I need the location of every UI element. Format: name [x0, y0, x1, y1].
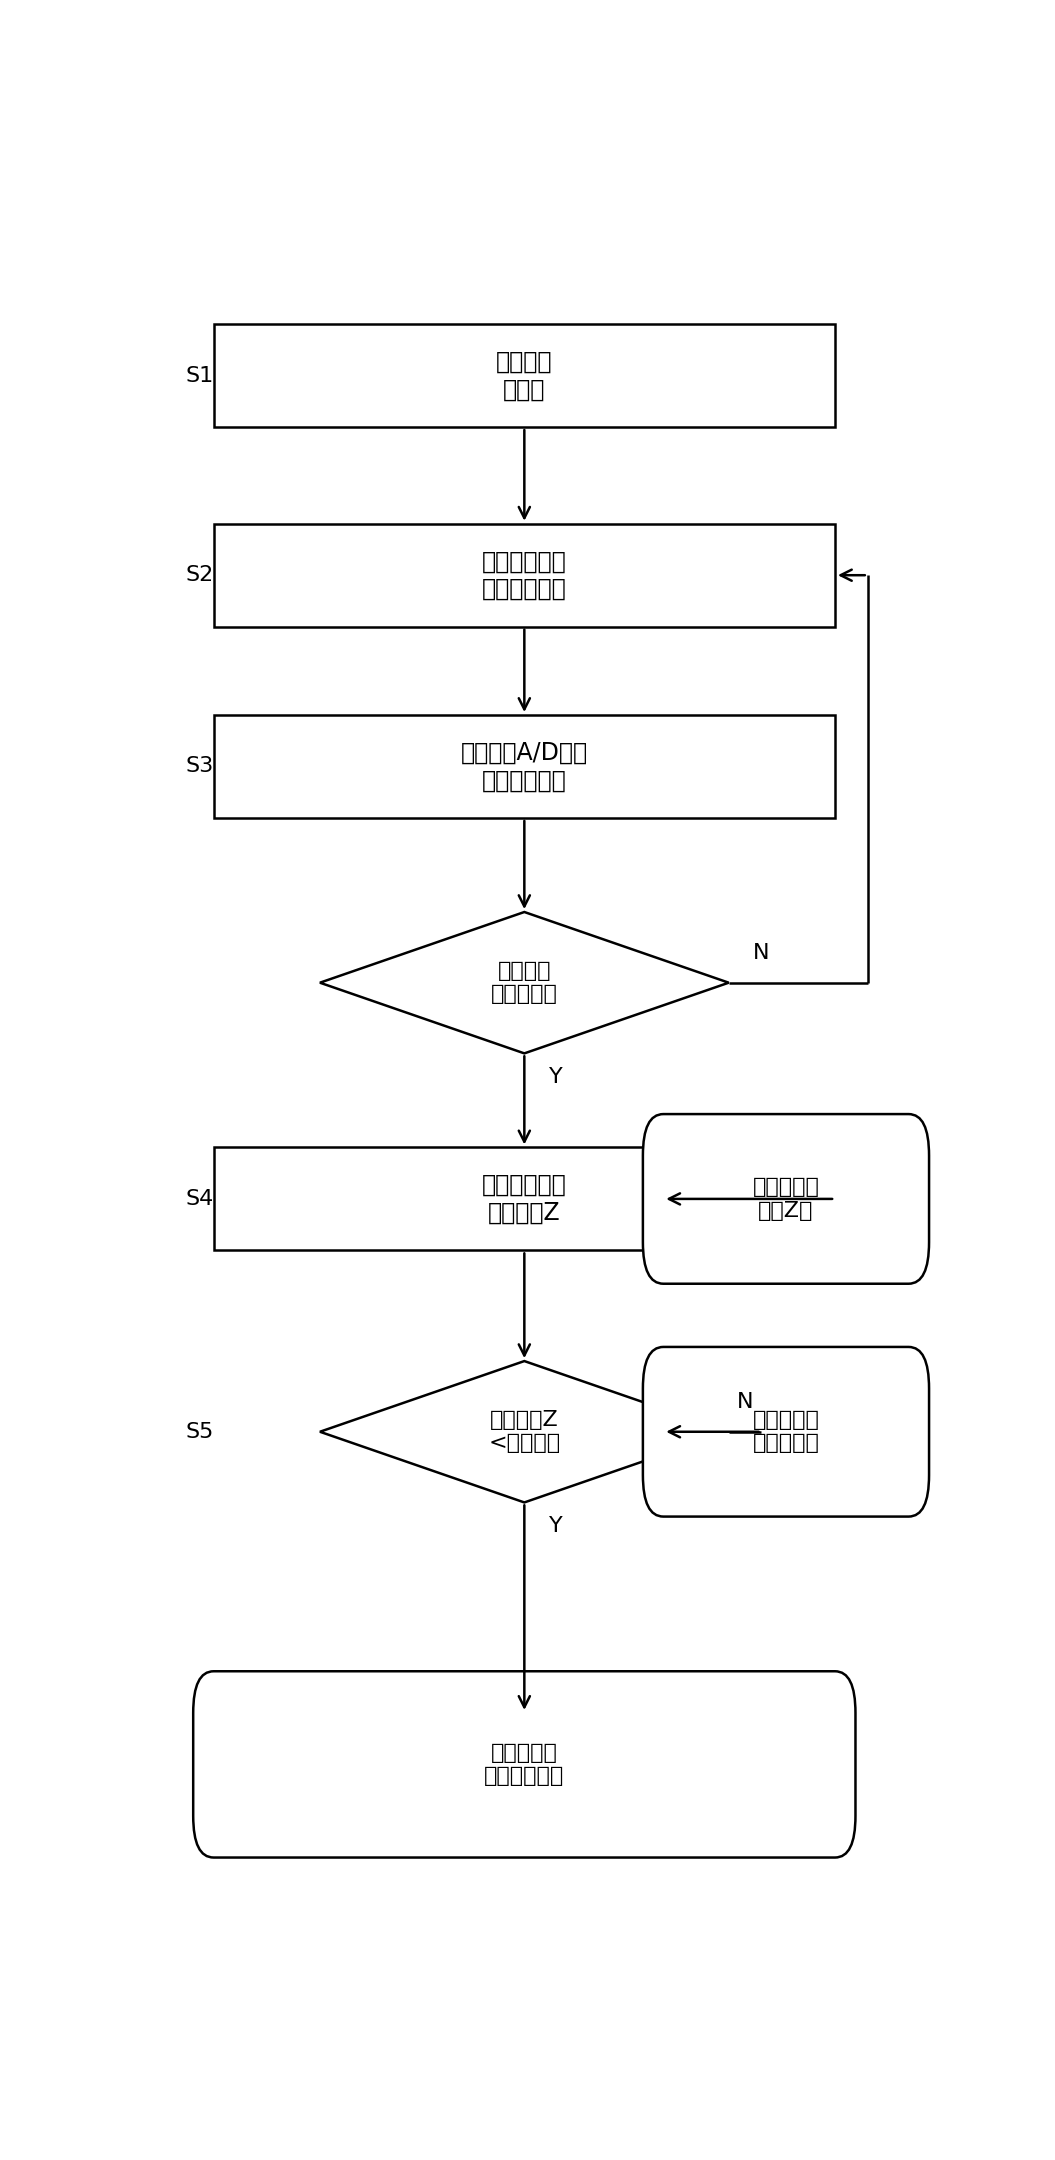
FancyBboxPatch shape — [213, 523, 836, 626]
Text: N: N — [736, 1391, 753, 1413]
Text: 显示或打印
输出Z值: 显示或打印 输出Z值 — [752, 1177, 820, 1220]
Text: 采样数据A/D转换
存储气压数据: 采样数据A/D转换 存储气压数据 — [461, 741, 588, 793]
Text: S5: S5 — [185, 1421, 213, 1441]
Text: Y: Y — [549, 1067, 562, 1086]
Text: S3: S3 — [185, 756, 213, 775]
FancyBboxPatch shape — [213, 324, 836, 428]
FancyBboxPatch shape — [193, 1672, 856, 1858]
FancyBboxPatch shape — [642, 1348, 929, 1516]
Text: 输出辐射管
变形程度信息: 输出辐射管 变形程度信息 — [484, 1743, 564, 1786]
Polygon shape — [320, 912, 729, 1054]
Text: 连接各路
采样阀: 连接各路 采样阀 — [496, 350, 553, 402]
FancyBboxPatch shape — [213, 1147, 836, 1251]
Text: S4: S4 — [185, 1188, 213, 1210]
Text: 各路气压
采样结束？: 各路气压 采样结束？ — [491, 961, 558, 1004]
Text: Y: Y — [549, 1516, 562, 1536]
FancyBboxPatch shape — [213, 715, 836, 819]
Text: 选择输入端口
进行气压采样: 选择输入端口 进行气压采样 — [482, 549, 567, 600]
Polygon shape — [320, 1361, 729, 1503]
Text: 输出辐射管
无变形信息: 输出辐射管 无变形信息 — [752, 1410, 820, 1454]
Text: 计算辐射管的
流通能力Z: 计算辐射管的 流通能力Z — [482, 1173, 567, 1225]
FancyBboxPatch shape — [642, 1115, 929, 1283]
Text: S2: S2 — [185, 566, 213, 585]
Text: N: N — [753, 942, 770, 963]
Text: 流通能力Z
<基准值？: 流通能力Z <基准值？ — [488, 1410, 560, 1454]
Text: S1: S1 — [185, 365, 213, 387]
